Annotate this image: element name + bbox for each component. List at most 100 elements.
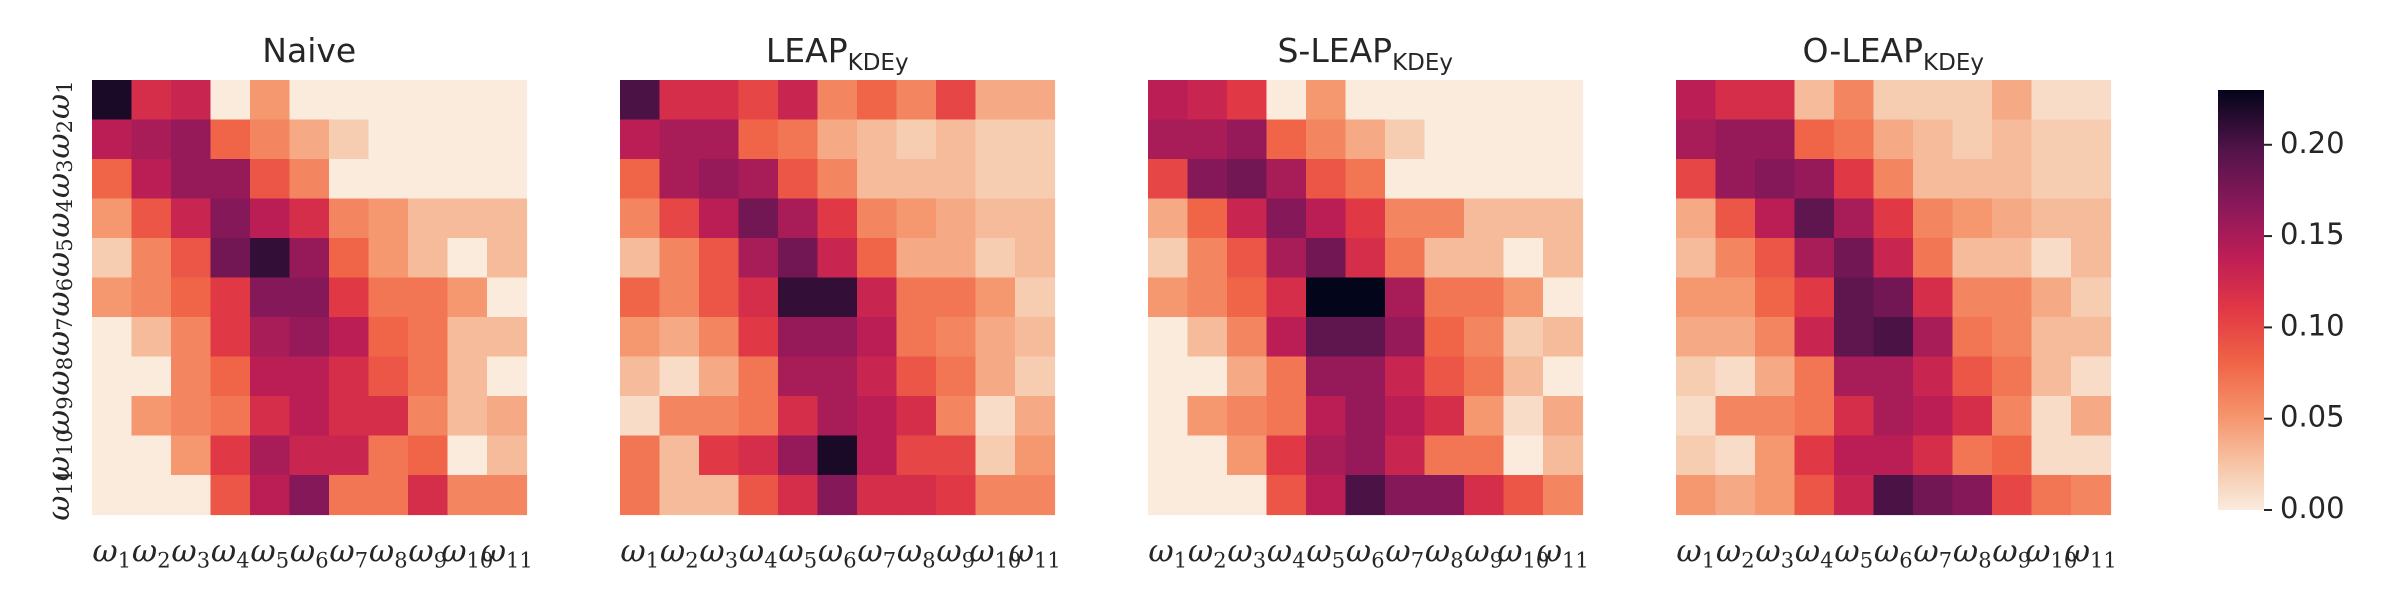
- heatmap-cell: [817, 198, 858, 239]
- heatmap-cell: [1543, 119, 1584, 160]
- heatmap-cell: [1503, 356, 1544, 397]
- heatmap-cell: [250, 475, 291, 516]
- heatmap-cell: [778, 475, 819, 516]
- heatmap-cell: [171, 475, 212, 516]
- heatmap-cell: [975, 475, 1016, 516]
- heatmap-cell: [92, 159, 133, 200]
- heatmap-cell: [817, 80, 858, 121]
- heatmap-cell: [1424, 119, 1465, 160]
- heatmap-cell: [1148, 238, 1189, 279]
- heatmap-cell: [1187, 396, 1228, 437]
- x-tick-label: ω1: [1148, 534, 1187, 573]
- heatmap-cell: [659, 119, 700, 160]
- heatmap-cell: [1755, 159, 1796, 200]
- heatmap-cell: [817, 475, 858, 516]
- heatmap-cell: [250, 80, 291, 121]
- y-tick-label: ω11: [41, 469, 77, 521]
- heatmap-cell: [857, 396, 898, 437]
- heatmap-cell: [699, 198, 740, 239]
- heatmap-cell: [1834, 475, 1875, 516]
- heatmap-cell: [817, 238, 858, 279]
- heatmap-cell: [1992, 317, 2033, 358]
- heatmap-cell: [1715, 435, 1756, 476]
- heatmap-cell: [1873, 435, 1914, 476]
- heatmap-cell: [1794, 356, 1835, 397]
- heatmap-cell: [1834, 356, 1875, 397]
- heatmap-cell: [1952, 277, 1993, 318]
- heatmap-cell: [1015, 356, 1056, 397]
- heatmap-cell: [1913, 198, 1954, 239]
- heatmap-cell: [1424, 277, 1465, 318]
- heatmap-cell: [2071, 119, 2112, 160]
- heatmap-cell: [620, 198, 661, 239]
- heatmap-cell: [289, 356, 330, 397]
- heatmap-cell: [1464, 317, 1505, 358]
- heatmap-cell: [1952, 238, 1993, 279]
- heatmap-cell: [408, 119, 449, 160]
- heatmap-cell: [1755, 277, 1796, 318]
- x-tick-label: ω3: [1755, 534, 1794, 573]
- x-tick-label: ω2: [1716, 534, 1755, 573]
- x-tick-label: ω2: [132, 534, 171, 573]
- heatmap-cell: [1306, 475, 1347, 516]
- heatmap-cell: [699, 277, 740, 318]
- y-tick-label: ω8: [41, 357, 77, 396]
- heatmap-cell: [1834, 238, 1875, 279]
- heatmap-cell: [1345, 80, 1386, 121]
- x-tick-label: ω5: [1834, 534, 1873, 573]
- heatmap-cell: [131, 317, 172, 358]
- heatmap-cell: [659, 356, 700, 397]
- heatmap-cell: [289, 198, 330, 239]
- heatmap-cell: [250, 317, 291, 358]
- colorbar-tick-label: 0.15: [2280, 217, 2345, 251]
- x-tick-label: ω8: [897, 534, 936, 573]
- heatmap-cell: [1266, 396, 1307, 437]
- y-tick-label: ω2: [41, 120, 77, 159]
- heatmap-cell: [289, 277, 330, 318]
- heatmap-cell: [778, 119, 819, 160]
- heatmap-cell: [1503, 396, 1544, 437]
- heatmap-cell: [1148, 435, 1189, 476]
- heatmap-cell: [210, 435, 251, 476]
- heatmap-cell: [329, 159, 370, 200]
- heatmap-cell: [1306, 317, 1347, 358]
- heatmap-cell: [936, 435, 977, 476]
- heatmap-cell: [778, 238, 819, 279]
- heatmap-cell: [1873, 317, 1914, 358]
- y-tick-label: ω4: [41, 199, 77, 238]
- heatmap-cell: [936, 198, 977, 239]
- heatmap-cell: [936, 119, 977, 160]
- heatmap-cell: [1015, 159, 1056, 200]
- heatmap-cell: [1148, 317, 1189, 358]
- heatmap-cell: [289, 159, 330, 200]
- heatmap-cell: [975, 396, 1016, 437]
- heatmap-cell: [408, 396, 449, 437]
- x-tick-label: ω11: [481, 534, 533, 573]
- heatmap-cell: [1424, 356, 1465, 397]
- heatmap-cell: [1873, 119, 1914, 160]
- heatmap-cell: [817, 317, 858, 358]
- x-tick-label: ω3: [171, 534, 210, 573]
- heatmap-cell: [487, 119, 528, 160]
- heatmap-cell: [1913, 356, 1954, 397]
- heatmap-cell: [857, 198, 898, 239]
- heatmap-cell: [857, 317, 898, 358]
- heatmap-cell: [817, 159, 858, 200]
- x-tick-label: ω10: [2025, 534, 2077, 573]
- heatmap-cell: [1715, 80, 1756, 121]
- heatmap-cell: [936, 356, 977, 397]
- heatmap-cell: [131, 80, 172, 121]
- heatmap-cell: [1187, 80, 1228, 121]
- heatmap-cell: [1676, 159, 1717, 200]
- heatmap-cell: [1424, 198, 1465, 239]
- x-tick-label: ω8: [1953, 534, 1992, 573]
- heatmap-cell: [408, 435, 449, 476]
- heatmap-cell: [1306, 159, 1347, 200]
- heatmap-cell: [1543, 238, 1584, 279]
- heatmap-cell: [699, 159, 740, 200]
- heatmap-cell: [659, 80, 700, 121]
- heatmap-cell: [408, 277, 449, 318]
- heatmap-cell: [1266, 119, 1307, 160]
- heatmap-cell: [1148, 119, 1189, 160]
- heatmap-cell: [131, 159, 172, 200]
